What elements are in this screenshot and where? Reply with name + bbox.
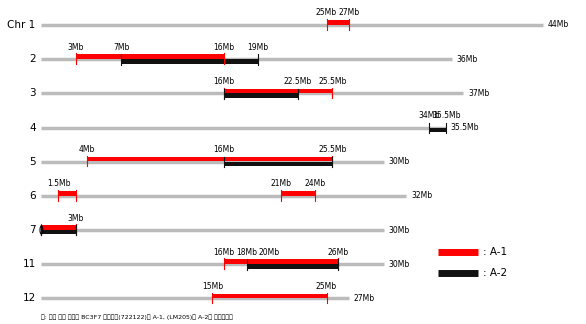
Text: 15Mb: 15Mb bbox=[202, 282, 223, 291]
Bar bbox=[281, 191, 315, 195]
Text: 35.5Mb: 35.5Mb bbox=[451, 123, 479, 132]
Text: : A-2: : A-2 bbox=[483, 268, 507, 278]
Bar bbox=[224, 162, 332, 166]
Text: 24Mb: 24Mb bbox=[305, 179, 326, 188]
Text: 3Mb: 3Mb bbox=[67, 43, 84, 52]
Text: 44Mb: 44Mb bbox=[548, 20, 569, 29]
Text: 4Mb: 4Mb bbox=[79, 145, 95, 154]
Text: 25Mb: 25Mb bbox=[316, 8, 337, 17]
Text: 37Mb: 37Mb bbox=[468, 89, 489, 98]
Text: 5: 5 bbox=[29, 157, 36, 167]
Text: 32Mb: 32Mb bbox=[411, 191, 432, 200]
Bar bbox=[224, 93, 298, 98]
Text: 19Mb: 19Mb bbox=[247, 43, 268, 52]
Text: 18Mb: 18Mb bbox=[236, 248, 257, 257]
Text: Chr 1: Chr 1 bbox=[8, 20, 36, 30]
Text: 16Mb: 16Mb bbox=[213, 43, 234, 52]
Text: 3Mb: 3Mb bbox=[67, 214, 84, 223]
Text: 2: 2 bbox=[29, 54, 36, 64]
Bar bbox=[224, 88, 332, 93]
Text: 1.5Mb: 1.5Mb bbox=[47, 179, 70, 188]
Bar bbox=[42, 230, 76, 235]
Text: 4: 4 bbox=[29, 122, 36, 133]
Bar bbox=[42, 225, 76, 230]
Bar bbox=[213, 294, 326, 298]
Bar bbox=[326, 20, 349, 25]
Text: 25.5Mb: 25.5Mb bbox=[318, 145, 346, 154]
Text: 27Mb: 27Mb bbox=[339, 8, 360, 17]
Bar bbox=[59, 191, 76, 195]
Text: 26Mb: 26Mb bbox=[328, 248, 349, 257]
Text: 11: 11 bbox=[22, 259, 36, 269]
Bar bbox=[76, 54, 224, 59]
Text: 22.5Mb: 22.5Mb bbox=[284, 77, 312, 86]
Text: 30Mb: 30Mb bbox=[388, 157, 410, 166]
Text: 21Mb: 21Mb bbox=[270, 179, 291, 188]
Text: 25.5Mb: 25.5Mb bbox=[318, 77, 346, 86]
Text: 7: 7 bbox=[29, 225, 36, 235]
Text: 16Mb: 16Mb bbox=[213, 145, 234, 154]
Text: 35.5Mb: 35.5Mb bbox=[432, 111, 461, 120]
Bar bbox=[121, 59, 258, 64]
Text: 주: 괄호 안의 숫자는 BC3F7 계통번호(722122)는 A-1, (LM205)는 A-2의 계통번호임: 주: 괄호 안의 숫자는 BC3F7 계통번호(722122)는 A-1, (L… bbox=[42, 315, 233, 320]
Text: 36Mb: 36Mb bbox=[456, 55, 478, 64]
Text: 20Mb: 20Mb bbox=[259, 248, 280, 257]
Text: 16Mb: 16Mb bbox=[213, 77, 234, 86]
Bar bbox=[87, 157, 332, 161]
Bar bbox=[224, 260, 338, 264]
Text: 7Mb: 7Mb bbox=[113, 43, 130, 52]
Text: : A-1: : A-1 bbox=[483, 247, 507, 257]
Text: 6: 6 bbox=[29, 191, 36, 201]
Text: 30Mb: 30Mb bbox=[388, 260, 410, 269]
Text: 16Mb: 16Mb bbox=[213, 248, 234, 257]
Text: 25Mb: 25Mb bbox=[316, 282, 337, 291]
Text: 34Mb: 34Mb bbox=[418, 111, 440, 120]
Text: 30Mb: 30Mb bbox=[388, 226, 410, 235]
Bar bbox=[429, 128, 447, 132]
Text: 27Mb: 27Mb bbox=[354, 294, 375, 303]
Text: 12: 12 bbox=[22, 293, 36, 303]
Text: 3: 3 bbox=[29, 88, 36, 98]
Bar bbox=[247, 264, 338, 269]
